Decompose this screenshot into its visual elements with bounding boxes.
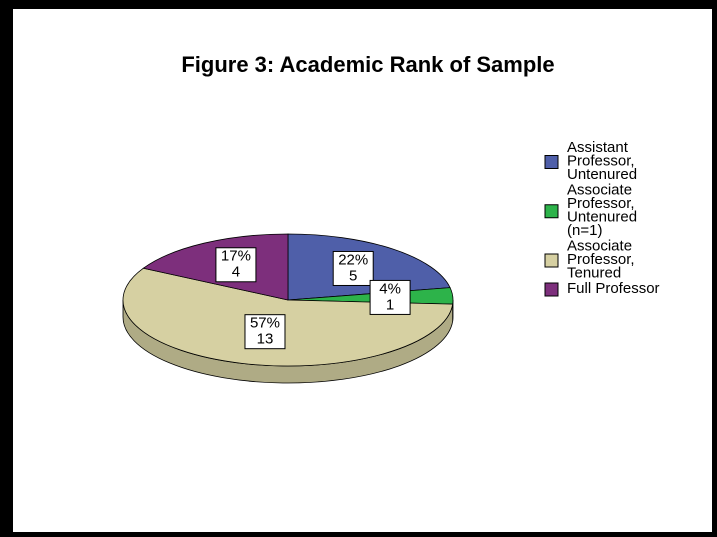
- legend-label: Associate Professor, Untenured (n=1): [567, 181, 637, 239]
- data-label-box: [244, 314, 286, 350]
- data-label: 57%: [250, 315, 280, 332]
- data-label-count: 1: [386, 296, 394, 313]
- legend-swatch: [544, 204, 559, 219]
- legend-label: Assistant Professor, Untenured: [567, 139, 637, 183]
- data-label-count: 4: [232, 264, 240, 281]
- legend-label: Associate Professor, Tenured: [567, 237, 635, 281]
- chart-title: Figure 3: Academic Rank of Sample: [181, 52, 554, 77]
- slice: [122, 267, 454, 367]
- data-label: 4%: [379, 280, 401, 297]
- data-label: 17%: [221, 248, 251, 265]
- legend-swatch: [544, 155, 559, 169]
- data-label-box: [215, 247, 257, 283]
- legend-label: Full Professor: [567, 280, 660, 297]
- data-label-box: [369, 279, 411, 315]
- data-label-count: 5: [349, 267, 357, 284]
- legend-swatch: [544, 253, 559, 268]
- data-label-box: [332, 250, 374, 286]
- legend-swatch: [544, 282, 559, 297]
- data-label: 22%: [338, 251, 368, 268]
- data-label-count: 13: [257, 331, 274, 348]
